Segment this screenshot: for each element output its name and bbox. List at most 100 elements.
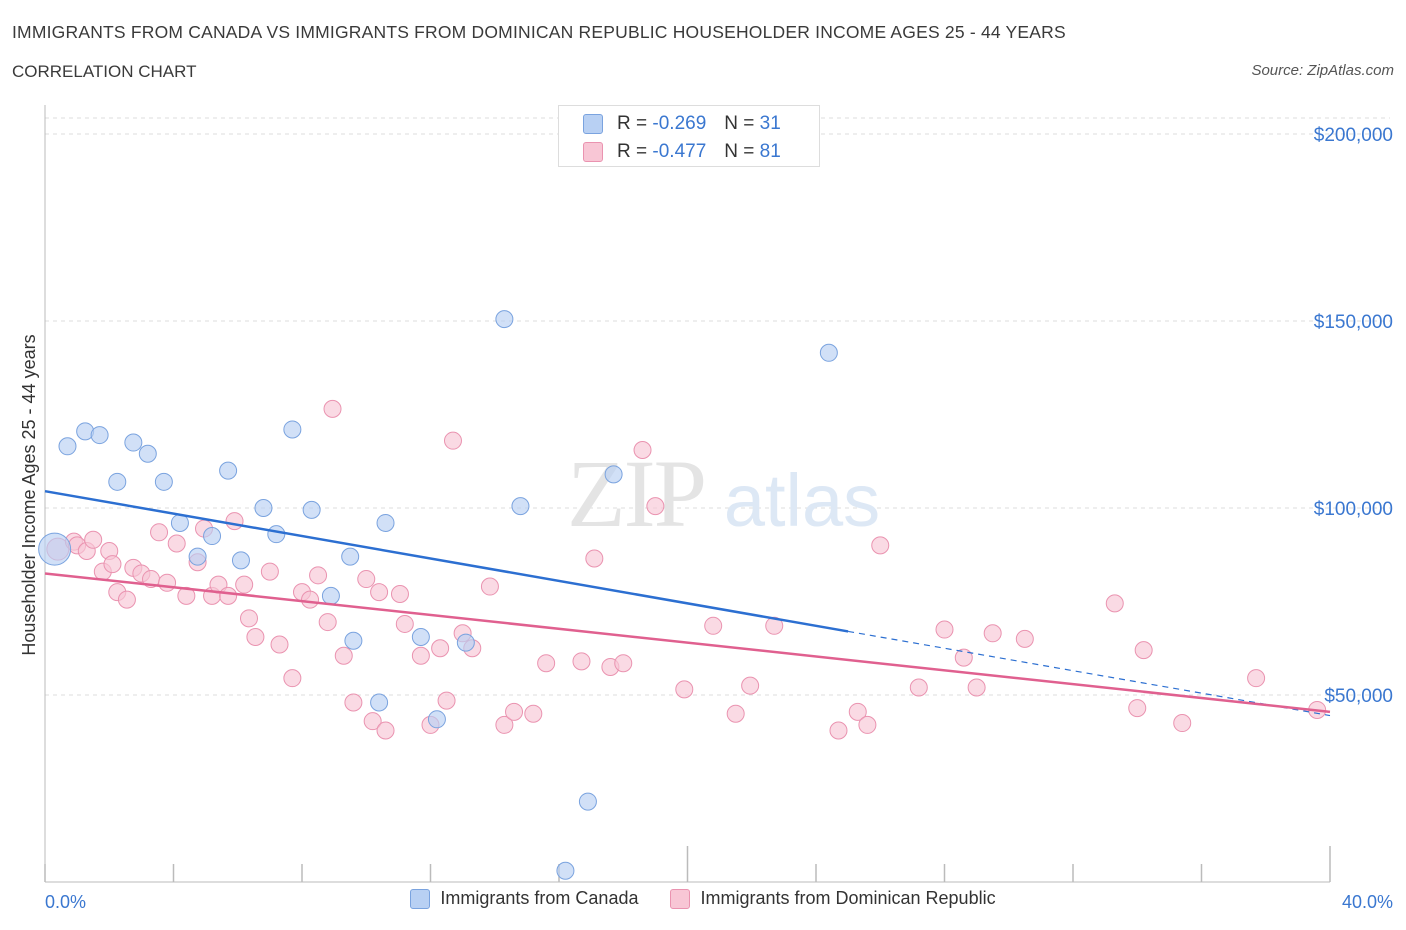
dominican-republic-point	[1173, 714, 1192, 733]
legend-label-dominican-republic: Immigrants from Dominican Republic	[700, 888, 996, 908]
dominican-republic-point	[225, 512, 244, 531]
canada-point	[90, 426, 109, 445]
canada-point	[267, 525, 286, 544]
legend-item-canada: Immigrants from Canada	[410, 888, 638, 909]
legend-row-dominican-republic: R = -0.477 N = 81	[583, 139, 781, 165]
dominican-republic-point	[246, 628, 265, 647]
canada-point	[108, 472, 127, 491]
legend-row-canada: R = -0.269 N = 31	[583, 111, 781, 137]
x-tick-label: 40.0%	[1342, 892, 1393, 912]
dominican-republic-point	[357, 570, 376, 589]
dominican-republic-point	[443, 431, 462, 450]
watermark-zip: ZIP	[567, 440, 705, 547]
legend-swatch-canada	[583, 114, 603, 134]
canada-point	[231, 551, 250, 570]
dominican-republic-point	[177, 586, 196, 605]
dominican-republic-point	[1015, 629, 1034, 648]
canada-point	[344, 631, 363, 650]
source-label: Source: ZipAtlas.com	[1251, 62, 1394, 79]
dominican-republic-point	[318, 613, 337, 632]
legend-r-label: R =	[617, 141, 648, 162]
dominican-republic-point	[323, 399, 342, 418]
legend-label-canada: Immigrants from Canada	[440, 888, 639, 908]
canada-point	[556, 861, 575, 880]
legend-n-value: 31	[759, 113, 781, 134]
dominican-republic-point	[363, 712, 382, 731]
legend-n-value: 81	[759, 141, 781, 162]
dominican-republic-point	[411, 646, 430, 665]
canada-point	[203, 527, 222, 546]
dominican-republic-point	[871, 536, 890, 555]
canada-point	[58, 437, 77, 456]
canada-point	[154, 472, 173, 491]
canada-point	[511, 497, 530, 516]
dominican-republic-point	[219, 586, 238, 605]
legend-r-value: -0.269	[652, 113, 707, 134]
dominican-republic-point	[505, 702, 524, 721]
x-tick-label: 0.0%	[45, 892, 86, 912]
y-tick-label: $100,000	[1314, 499, 1393, 520]
dominican-republic-point	[480, 577, 499, 596]
series-canada	[38, 310, 838, 880]
canada-point	[38, 532, 72, 566]
dominican-republic-point	[726, 704, 745, 723]
dominican-republic-point	[270, 635, 289, 654]
dominican-republic-point	[524, 704, 543, 723]
dominican-republic-point	[858, 715, 877, 734]
dominican-republic-point	[1247, 669, 1266, 688]
canada-point	[321, 586, 340, 605]
canada-point	[604, 465, 623, 484]
canada-point	[302, 500, 321, 519]
dominican-republic-point	[390, 585, 409, 604]
canada-point	[254, 499, 273, 517]
legend-r-value: -0.477	[652, 141, 707, 162]
dominican-republic-point	[376, 721, 395, 740]
dominican-republic-point	[309, 566, 328, 585]
dominican-republic-point	[741, 676, 760, 695]
canada-point	[376, 513, 395, 532]
dominican-republic-point	[935, 620, 954, 639]
dominican-republic-point	[675, 680, 694, 699]
dominican-republic-point	[344, 693, 363, 712]
dominican-republic-point	[495, 715, 514, 734]
legend-swatch-dominican-republic	[583, 142, 603, 162]
dominican-republic-point	[1134, 641, 1153, 660]
canada-point	[188, 547, 207, 566]
canada-point	[427, 710, 446, 729]
dominican-republic-point	[537, 654, 556, 673]
dominican-republic-point	[704, 616, 723, 635]
chart-title: IMMIGRANTS FROM CANADA VS IMMIGRANTS FRO…	[12, 22, 1066, 42]
legend-r-label: R =	[617, 113, 648, 134]
dominican-republic-point	[909, 678, 928, 697]
dominican-republic-point	[103, 555, 122, 574]
dominican-republic-point	[235, 575, 254, 594]
legend-item-dominican-republic: Immigrants from Dominican Republic	[670, 888, 996, 909]
watermark: ZIP atlas	[567, 440, 880, 547]
canada-point	[341, 547, 360, 566]
y-tick-label: $150,000	[1314, 312, 1393, 333]
dominican-republic-point	[848, 702, 867, 721]
legend-swatch-dominican-republic	[670, 888, 691, 909]
dominican-republic-trend-line	[44, 572, 1331, 714]
dominican-republic-point	[370, 583, 389, 602]
dominican-republic-point	[954, 648, 973, 667]
dominican-republic-point	[167, 534, 186, 553]
dominican-republic-point	[117, 590, 136, 609]
dominican-republic-point	[283, 669, 302, 688]
trend-lines	[44, 489, 1331, 717]
dominican-republic-point	[585, 549, 604, 568]
canada-point	[578, 792, 597, 811]
dominican-republic-point	[431, 639, 450, 658]
dominican-republic-point	[301, 590, 320, 609]
legend-swatch-canada	[410, 888, 431, 909]
dominican-republic-point	[437, 691, 456, 710]
correlation-legend: R = -0.269 N = 31 R = -0.477 N = 81	[558, 105, 820, 167]
y-tick-label: $50,000	[1324, 686, 1393, 707]
series-dominican-republic	[46, 399, 1327, 740]
canada-trend-extension	[848, 630, 1331, 717]
dominican-republic-point	[334, 646, 353, 665]
dominican-republic-point	[158, 573, 177, 592]
canada-point	[370, 693, 389, 712]
y-axis-label: Householder Income Ages 25 - 44 years	[19, 334, 39, 655]
